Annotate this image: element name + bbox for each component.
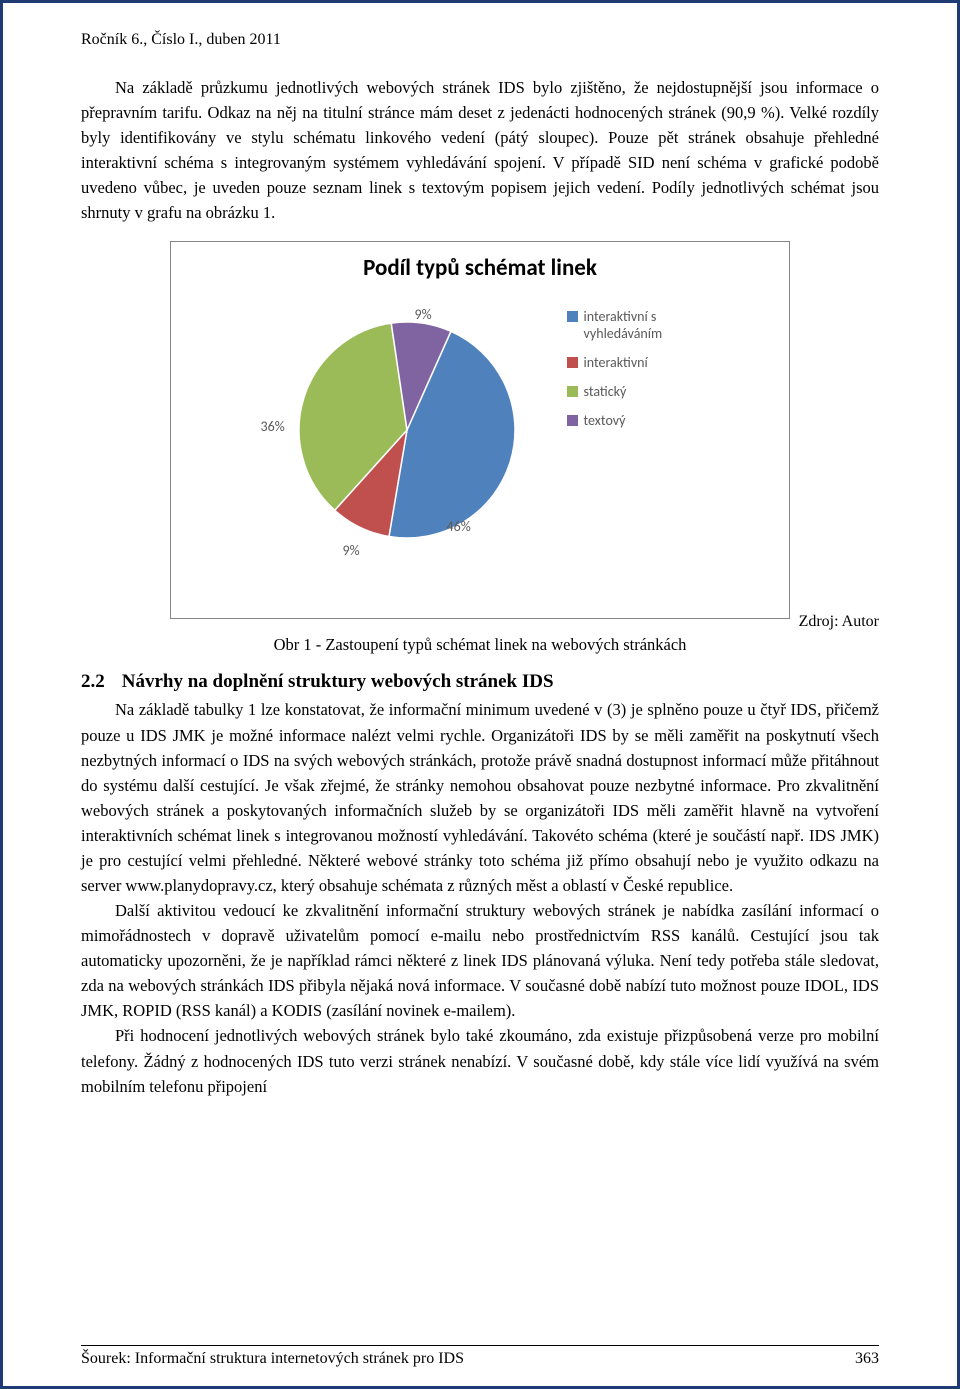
page-footer: Šourek: Informační struktura internetový… [81, 1345, 879, 1368]
figure-caption-row: Zdroj: Autor Obr 1 - Zastoupení typů sch… [81, 635, 879, 661]
chart-frame: Podíl typů schémat linek 9% 36% 9% 46% i… [170, 241, 790, 619]
footer-left: Šourek: Informační struktura internetový… [81, 1350, 464, 1368]
pie-area: 9% 36% 9% 46% [257, 300, 547, 560]
figure-source: Zdroj: Autor [799, 613, 879, 631]
legend-item-2: statický [567, 383, 704, 400]
legend-item-1: interaktivní [567, 354, 704, 371]
pie-label-textovy: 9% [415, 306, 432, 323]
section-number: 2.2 [81, 671, 117, 693]
pie-label-interaktivni: 9% [343, 542, 360, 559]
legend-swatch-1 [567, 357, 578, 368]
footer-page-number: 363 [855, 1350, 879, 1368]
legend-item-0: interaktivní s vyhledáváním [567, 308, 704, 342]
pie-label-interaktivni-vyhl: 46% [447, 518, 471, 535]
body-text-block-2: Na základě tabulky 1 lze konstatovat, že… [81, 697, 879, 1098]
legend-label-3: textový [584, 412, 626, 429]
pie-chart-svg [257, 300, 547, 560]
figure-1: Podíl typů schémat linek 9% 36% 9% 46% i… [170, 241, 790, 619]
paragraph-4: Při hodnocení jednotlivých webových strá… [81, 1023, 879, 1098]
legend-item-3: textový [567, 412, 704, 429]
paragraph-2: Na základě tabulky 1 lze konstatovat, že… [81, 697, 879, 898]
page: Ročník 6., Číslo I., duben 2011 Na zákla… [0, 0, 960, 1389]
figure-caption: Obr 1 - Zastoupení typů schémat linek na… [81, 635, 879, 655]
paragraph-1: Na základě průzkumu jednotlivých webovýc… [81, 75, 879, 225]
chart-legend: interaktivní s vyhledáváním interaktivní… [567, 308, 704, 441]
running-header: Ročník 6., Číslo I., duben 2011 [81, 31, 879, 49]
paragraph-3: Další aktivitou vedoucí ke zkvalitnění i… [81, 898, 879, 1023]
legend-label-1: interaktivní [584, 354, 648, 371]
section-heading-2-2: 2.2 Návrhy na doplnění struktury webovýc… [81, 671, 879, 693]
legend-label-0: interaktivní s vyhledáváním [584, 308, 704, 342]
chart-title: Podíl typů schémat linek [181, 254, 779, 282]
legend-swatch-2 [567, 386, 578, 397]
legend-swatch-0 [567, 311, 578, 322]
body-text-block-1: Na základě průzkumu jednotlivých webovýc… [81, 75, 879, 225]
pie-label-staticky: 36% [261, 418, 285, 435]
legend-swatch-3 [567, 415, 578, 426]
section-title: Návrhy na doplnění struktury webových st… [122, 671, 554, 692]
chart-body: 9% 36% 9% 46% interaktivní s vyhledávání… [181, 300, 779, 560]
legend-label-2: statický [584, 383, 627, 400]
